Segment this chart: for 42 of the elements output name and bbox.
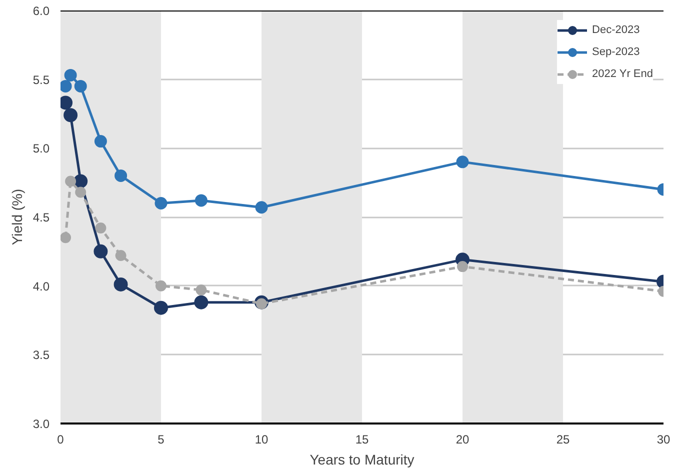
point	[114, 169, 128, 182]
y-tick-label: 4.5	[32, 210, 50, 224]
point	[64, 68, 77, 82]
point	[94, 244, 108, 258]
y-tick-label: 3.0	[32, 417, 50, 431]
point	[114, 277, 128, 292]
x-tick-label: 25	[556, 432, 570, 446]
x-tick-label: 0	[57, 432, 64, 446]
point	[456, 156, 469, 168]
point	[194, 295, 208, 310]
y-tick-label: 3.5	[32, 348, 50, 362]
point	[256, 298, 267, 310]
point	[255, 201, 268, 214]
y-tick-label: 5.5	[32, 72, 50, 87]
point	[95, 222, 106, 234]
x-tick-label: 20	[456, 432, 470, 446]
x-tick-label: 5	[158, 432, 165, 446]
point	[156, 280, 166, 292]
point	[60, 80, 72, 92]
legend-label: Dec-2023	[592, 24, 640, 36]
point	[64, 108, 78, 122]
point	[115, 250, 126, 262]
point	[60, 232, 72, 244]
point	[154, 300, 168, 315]
y-tick-label: 6.0	[32, 4, 50, 18]
point	[75, 186, 86, 198]
legend-label: Sep-2023	[592, 46, 640, 58]
y-axis-title: Yield (%)	[8, 188, 25, 246]
y-tick-label: 4.0	[32, 279, 50, 294]
x-axis-title: Years to Maturity	[310, 452, 414, 468]
point	[457, 261, 468, 272]
x-tick-label: 15	[355, 432, 369, 446]
point	[74, 80, 87, 92]
legend-label: 2022 Yr End	[592, 68, 653, 80]
point	[94, 135, 107, 148]
point	[154, 196, 168, 210]
point	[194, 194, 208, 207]
y-tick-label: 5.0	[32, 142, 50, 156]
point	[65, 176, 76, 187]
x-tick-label: 10	[254, 432, 268, 446]
x-tick-label: 30	[656, 432, 670, 446]
point	[196, 284, 207, 296]
